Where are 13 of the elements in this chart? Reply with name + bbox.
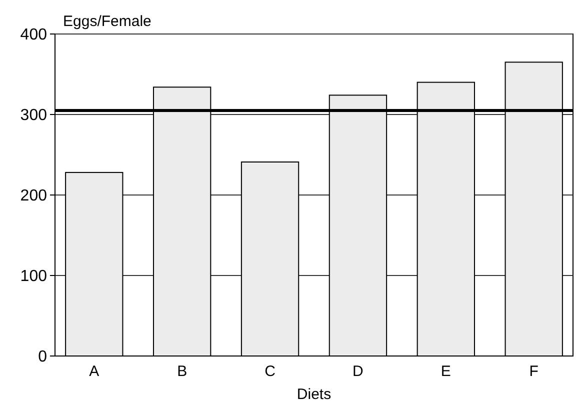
y-tick-label: 100	[20, 268, 48, 286]
x-tick-label: B	[177, 363, 188, 380]
y-tick-label: 200	[20, 188, 48, 205]
y-tick-label: 300	[20, 107, 48, 124]
x-tick-label: A	[89, 363, 100, 380]
x-tick-label: C	[264, 363, 276, 380]
x-tick-label: F	[529, 363, 538, 380]
x-tick-label: D	[352, 363, 364, 380]
y-tick-label: 0	[38, 348, 48, 366]
x-axis-title: Diets	[296, 386, 332, 403]
y-tick-label: 400	[20, 26, 48, 44]
y-axis-title: Eggs/Female	[63, 13, 152, 30]
x-tick-label: E	[440, 363, 451, 380]
